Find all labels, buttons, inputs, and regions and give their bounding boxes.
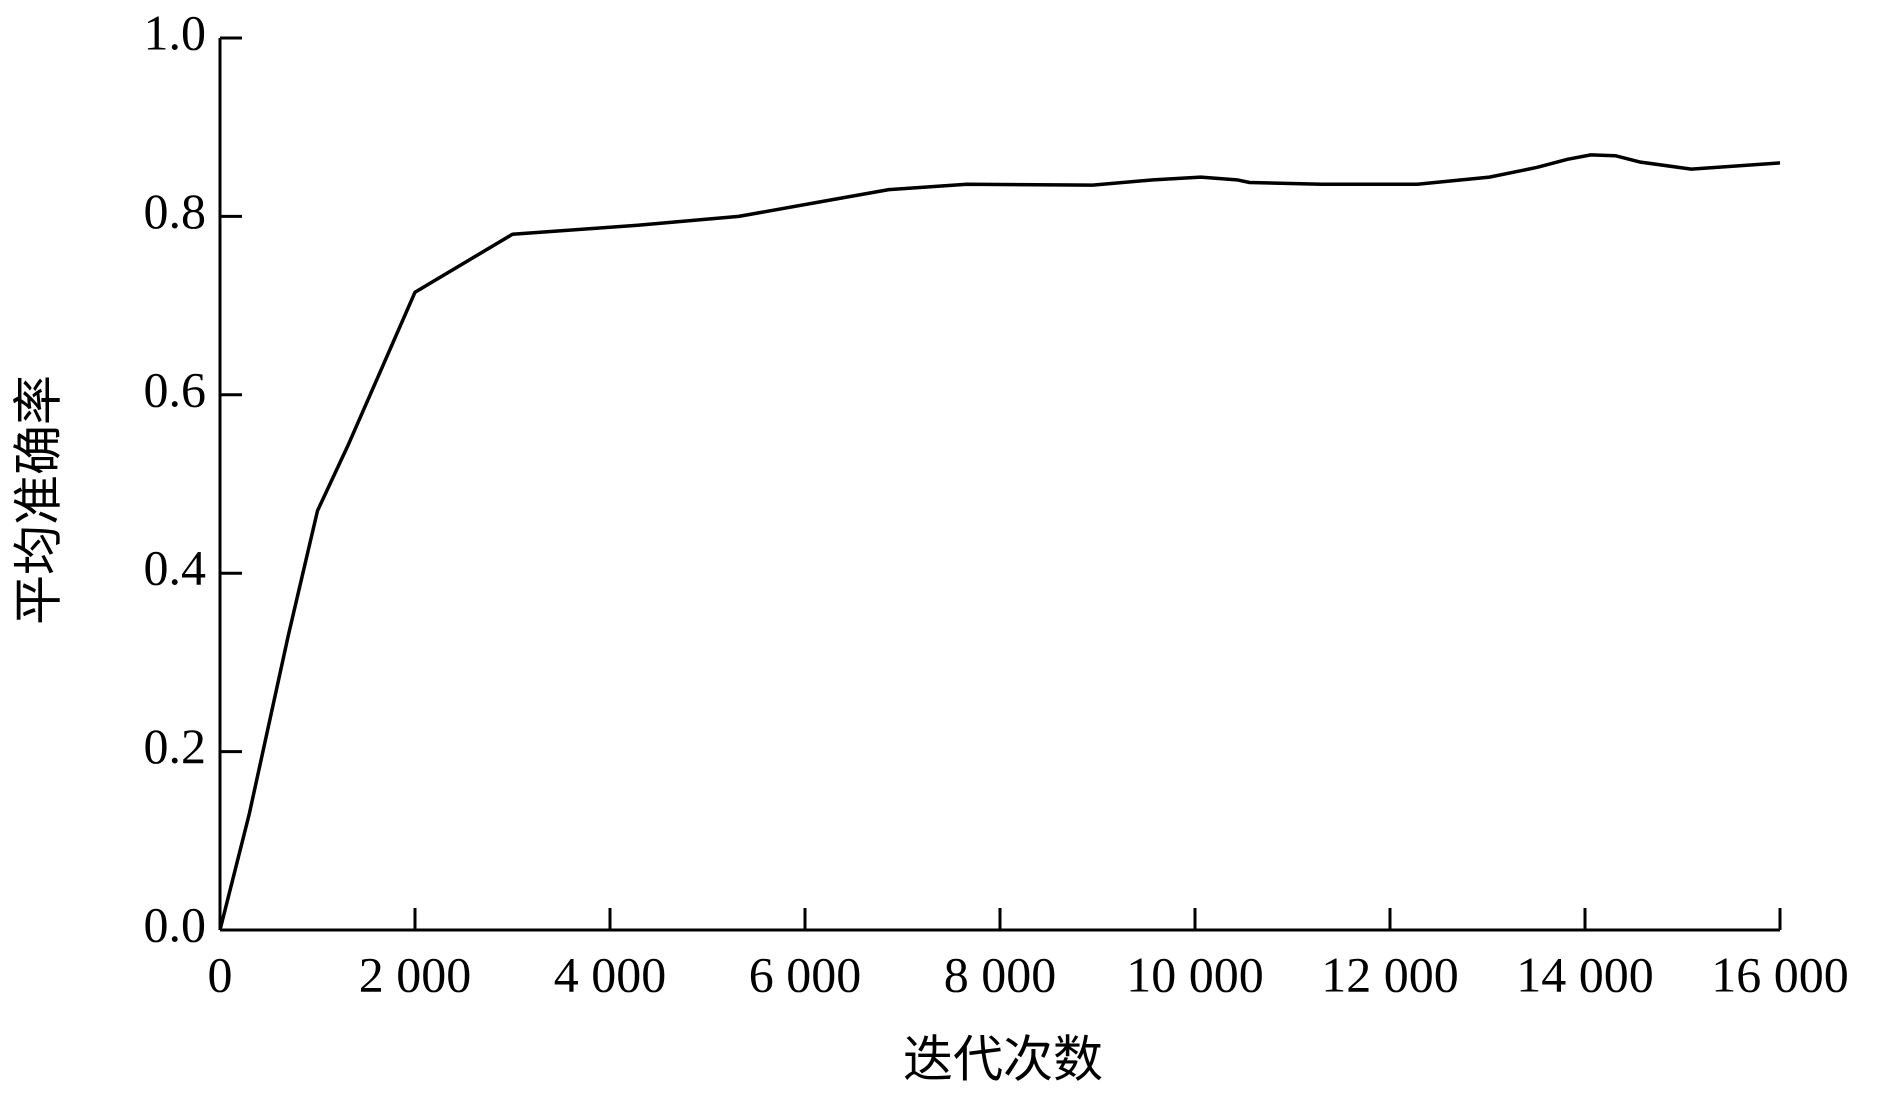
y-axis-label: 平均准确率 bbox=[10, 375, 66, 625]
x-tick-label: 2 000 bbox=[359, 946, 472, 1002]
y-tick-label: 0.2 bbox=[144, 718, 207, 774]
x-tick-label: 16 000 bbox=[1711, 946, 1849, 1002]
x-tick-label: 0 bbox=[208, 946, 233, 1002]
y-tick-label: 0.4 bbox=[144, 540, 207, 596]
x-axis-label: 迭代次数 bbox=[903, 1031, 1103, 1087]
x-tick-label: 6 000 bbox=[749, 946, 862, 1002]
x-tick-label: 10 000 bbox=[1126, 946, 1264, 1002]
line-series bbox=[218, 153, 1781, 931]
x-tick-label: 8 000 bbox=[944, 946, 1057, 1002]
y-tick-label: 1.0 bbox=[144, 4, 207, 60]
y-tick-label: 0.0 bbox=[144, 896, 207, 952]
x-tick-label: 12 000 bbox=[1321, 946, 1459, 1002]
y-tick-label: 0.8 bbox=[144, 183, 207, 239]
x-tick-label: 4 000 bbox=[554, 946, 667, 1002]
x-tick-label: 14 000 bbox=[1516, 946, 1654, 1002]
y-tick-label: 0.6 bbox=[144, 361, 207, 417]
